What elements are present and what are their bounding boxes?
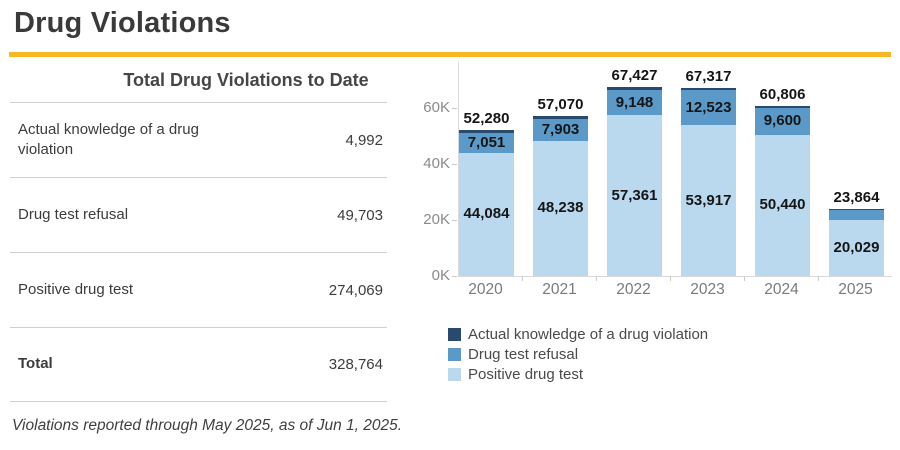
- bar-2024-drug-test-refusal[interactable]: [755, 107, 810, 135]
- bar-2021-drug-test-refusal[interactable]: [533, 118, 588, 141]
- bar-2022-actual-knowledge-of-a-drug-violation[interactable]: [607, 87, 662, 90]
- bar-2024-positive-drug-test[interactable]: [755, 134, 810, 276]
- bar-2020-drug-test-refusal[interactable]: [459, 132, 514, 153]
- row-value: 49,703: [337, 206, 383, 224]
- bar-2025-drug-test-refusal[interactable]: [829, 210, 884, 220]
- bar-total-label: 60,806: [759, 85, 806, 103]
- y-axis-tick: [452, 276, 457, 277]
- bar-2022-drug-test-refusal[interactable]: [607, 89, 662, 116]
- bar-segment-label: 57,361: [611, 186, 658, 204]
- row-value: 274,069: [328, 281, 383, 299]
- x-axis-tick: [818, 277, 819, 281]
- bar-segment-label: 48,238: [537, 199, 584, 217]
- row-label: Actual knowledge of a drug violation: [18, 120, 199, 158]
- bar-total-label: 67,317: [685, 67, 732, 85]
- row-label: Drug test refusal: [18, 205, 129, 223]
- legend-swatch-drug-test-refusal: [448, 347, 461, 361]
- legend-item-positive-drug-test[interactable]: Positive drug test: [448, 364, 708, 384]
- row-label: Positive drug test: [18, 280, 134, 298]
- row-value: 4,992: [345, 131, 383, 149]
- y-axis-label-60k: 60K: [423, 99, 450, 116]
- x-axis-label-2024: 2024: [764, 281, 799, 298]
- plot-area: 44,084 7,051 52,280 48,238 7,903 57,070 57,361…: [458, 62, 892, 277]
- bar-segment-label: 53,917: [685, 191, 732, 209]
- y-axis-tick: [452, 164, 457, 165]
- bar-2025-actual-knowledge-of-a-drug-violation[interactable]: [829, 209, 884, 211]
- x-axis-tick: [596, 277, 597, 281]
- summary-table-title: Total Drug Violations to Date: [123, 70, 369, 90]
- y-axis-tick: [452, 220, 457, 221]
- x-axis-label-2022: 2022: [616, 281, 651, 298]
- bar-2024-actual-knowledge-of-a-drug-violation[interactable]: [755, 105, 810, 108]
- bar-segment-label: 12,523: [685, 98, 732, 116]
- bar-2021-positive-drug-test[interactable]: [533, 140, 588, 276]
- bar-segment-label: 9,148: [615, 93, 654, 111]
- bar-segment-label: 9,600: [763, 112, 802, 130]
- legend-label: Positive drug test: [468, 365, 584, 383]
- bar-2020-actual-knowledge-of-a-drug-violation[interactable]: [459, 129, 514, 133]
- accent-rule: [9, 52, 891, 57]
- table-row-total: Total 328,764: [10, 327, 387, 402]
- legend-swatch-positive-drug-test: [448, 367, 461, 381]
- row-label: Total: [18, 355, 53, 373]
- bar-2020-positive-drug-test[interactable]: [459, 152, 514, 276]
- bar-total-label: 67,427: [611, 67, 658, 85]
- bar-segment-label: 7,051: [467, 133, 506, 151]
- bar-total-label: 23,864: [833, 189, 880, 207]
- x-axis-label-2023: 2023: [690, 281, 725, 298]
- summary-table-body: Actual knowledge of a drug violation 4,99…: [10, 102, 387, 402]
- bar-segment-label: 44,084: [463, 205, 510, 223]
- chart-legend: Actual knowledge of a drug violation Drug…: [448, 324, 708, 384]
- x-axis-label-2021: 2021: [542, 281, 577, 298]
- y-axis-tick: [452, 108, 457, 109]
- x-axis-tick: [744, 277, 745, 281]
- row-value: 328,764: [328, 356, 383, 373]
- y-axis-label-40k: 40K: [423, 155, 450, 172]
- x-axis-tick: [522, 277, 523, 281]
- bar-segment-label: 7,903: [541, 120, 580, 138]
- x-axis-label-2020: 2020: [468, 281, 503, 298]
- bar-2025-positive-drug-test[interactable]: [829, 219, 884, 276]
- legend-label: Actual knowledge of a drug violation: [468, 325, 709, 343]
- bar-total-label: 57,070: [537, 96, 584, 114]
- table-row-actual-knowledge-of-a-drug-violation: Actual knowledge of a drug violation 4,99…: [10, 102, 387, 177]
- x-axis-label-2025: 2025: [838, 281, 873, 298]
- x-axis-tick: [670, 277, 671, 281]
- table-row-positive-drug-test: Positive drug test 274,069: [10, 252, 387, 327]
- bar-2023-positive-drug-test[interactable]: [681, 125, 736, 276]
- bar-2021-actual-knowledge-of-a-drug-violation[interactable]: [533, 116, 588, 119]
- legend-item-actual-knowledge-of-a-drug-violation[interactable]: Actual knowledge of a drug violation: [448, 324, 708, 344]
- bar-segment-label: 20,029: [833, 238, 880, 256]
- summary-table: Total Drug Violations to Date Actual kno…: [10, 62, 387, 402]
- legend-label: Drug test refusal: [468, 345, 579, 363]
- footnote: Violations reported through May 2025, as…: [12, 417, 403, 434]
- bar-2023-drug-test-refusal[interactable]: [681, 89, 736, 126]
- y-axis-label-20k: 20K: [423, 211, 450, 228]
- bar-2023-actual-knowledge-of-a-drug-violation[interactable]: [681, 87, 736, 90]
- table-row-drug-test-refusal: Drug test refusal 49,703: [10, 177, 387, 252]
- bar-2022-positive-drug-test[interactable]: [607, 115, 662, 276]
- legend-item-drug-test-refusal[interactable]: Drug test refusal: [448, 344, 708, 364]
- bar-segment-label: 50,440: [759, 196, 806, 214]
- legend-swatch-actual-knowledge-of-a-drug-violation: [448, 327, 461, 341]
- page-title: Drug Violations: [14, 7, 231, 39]
- bar-total-label: 52,280: [463, 109, 510, 127]
- y-axis-label-0k: 0K: [431, 267, 450, 284]
